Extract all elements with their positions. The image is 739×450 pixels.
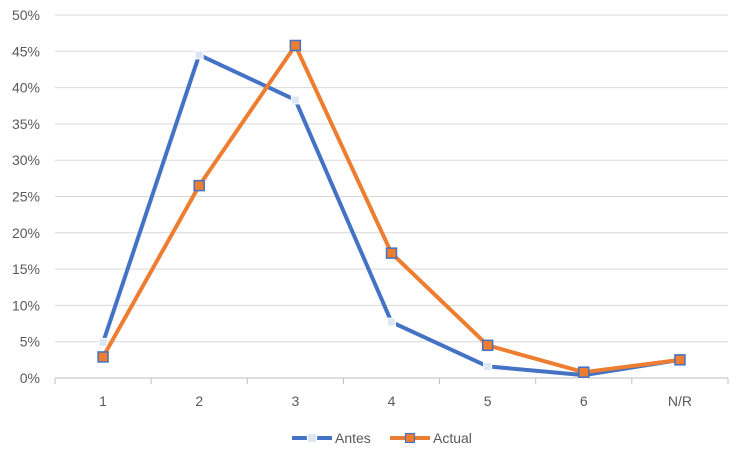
legend-item-actual: Actual	[390, 430, 472, 446]
data-point	[674, 354, 686, 366]
data-point	[483, 361, 493, 371]
y-tick-label: 15%	[12, 261, 40, 277]
legend-label: Actual	[433, 430, 472, 446]
y-tick-label: 20%	[12, 225, 40, 241]
y-tick-label: 30%	[12, 152, 40, 168]
y-tick-label: 45%	[12, 43, 40, 59]
legend-label: Antes	[335, 430, 371, 446]
y-tick-label: 5%	[20, 334, 40, 350]
gridlines	[55, 14, 728, 343]
series-antes	[98, 50, 685, 380]
y-tick-label: 0%	[20, 370, 40, 386]
series-group	[97, 39, 686, 380]
x-tick-label: 2	[195, 393, 203, 409]
y-tick-label: 50%	[12, 7, 40, 23]
data-point	[194, 50, 204, 60]
data-point	[385, 247, 398, 259]
x-tick-label: 5	[484, 393, 492, 409]
data-point	[481, 339, 494, 352]
legend: Antes Actual	[292, 430, 472, 446]
data-point	[290, 95, 300, 105]
y-tick-label: 25%	[12, 189, 40, 205]
data-point	[98, 337, 108, 347]
data-point	[387, 317, 396, 327]
y-tick-label: 10%	[12, 297, 40, 313]
x-tick-label: 1	[99, 393, 107, 409]
data-point	[578, 366, 590, 378]
legend-item-antes: Antes	[292, 430, 371, 446]
data-point	[289, 39, 302, 52]
series-actual	[97, 39, 686, 378]
legend-marker	[306, 432, 318, 444]
x-tick-label: N/R	[668, 393, 692, 409]
data-point	[193, 179, 205, 192]
series-line-antes	[101, 52, 682, 378]
axes: 0% 5% 10% 15% 20% 25% 30% 35% 40% 45% 50% 1 2 3 4 5 6 N/R	[12, 7, 729, 409]
y-tick-label: 35%	[12, 116, 40, 132]
x-tick-label: 4	[388, 393, 396, 409]
data-point	[97, 351, 109, 363]
y-tick-label: 40%	[12, 80, 40, 96]
x-tick-label: 3	[291, 393, 299, 409]
legend-marker	[404, 432, 416, 444]
x-tick-label: 6	[580, 393, 588, 409]
